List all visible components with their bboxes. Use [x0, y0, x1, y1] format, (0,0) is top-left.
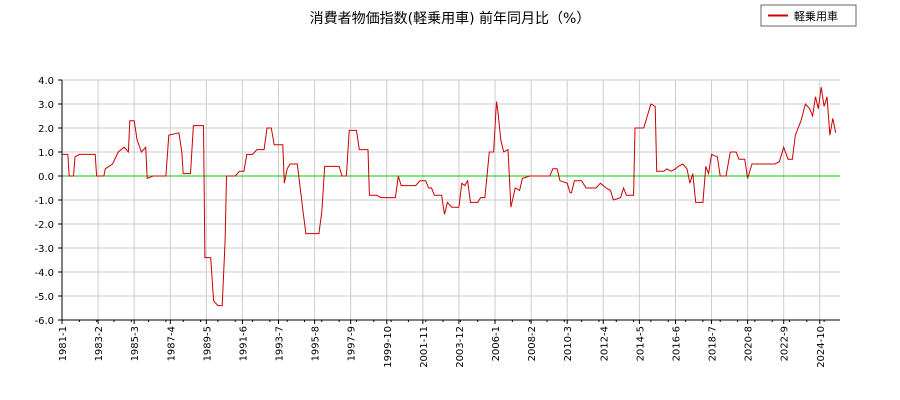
chart-title: 消費者物価指数(軽乗用車) 前年同月比（%）: [310, 10, 591, 27]
x-tick-label: 2003-12: [455, 326, 466, 368]
x-tick-label: 2018-7: [708, 326, 719, 361]
series-line-0: [62, 87, 837, 307]
y-tick-label: -2.0: [34, 220, 54, 231]
legend-box: [760, 4, 857, 27]
legend-label: 軽乗用車: [794, 9, 838, 23]
x-tick-label: 1981-1: [58, 326, 69, 361]
y-tick-label: -1.0: [34, 196, 54, 207]
x-tick-label: 1999-10: [383, 326, 394, 368]
series-group: [62, 87, 837, 307]
y-tick-label: 1.0: [38, 148, 54, 159]
x-tick-label: 1991-6: [238, 326, 249, 361]
grid: [61, 79, 840, 321]
x-tick-label: 1995-8: [311, 326, 322, 361]
x-tick-label: 2014-5: [635, 326, 646, 361]
y-tick-label: 4.0: [38, 76, 54, 87]
y-tick-label: 3.0: [38, 100, 54, 111]
legend[interactable]: 軽乗用車: [760, 4, 857, 27]
x-tick-label: 2006-1: [491, 326, 502, 361]
x-tick-label: 1997-9: [347, 326, 358, 361]
y-tick-label: -4.0: [34, 268, 54, 279]
x-tick-label: 1987-4: [166, 326, 177, 361]
y-tick-label: -6.0: [34, 316, 54, 327]
x-tick-label: 2016-6: [671, 326, 682, 361]
x-tick-label: 2012-4: [599, 326, 610, 361]
x-tick-label: 2001-11: [419, 326, 430, 368]
x-tick-label: 1985-3: [130, 326, 141, 361]
y-tick-label: 0.0: [38, 172, 54, 183]
x-tick-label: 1989-5: [202, 326, 213, 361]
x-tick-label: 2022-9: [780, 326, 791, 361]
y-axis-ticks: 4.0 3.0 2.0 1.0 0.0 -1.0 -2.0 -3.0 -4.0 -5.0 -6.0: [34, 76, 62, 327]
x-tick-label: 2024-10: [816, 326, 827, 368]
x-tick-label: 2020-8: [744, 326, 755, 361]
x-axis-ticks: 1981-1 1983-2 1985-3 1987-4 1989-5 1991-6 1993…: [58, 320, 827, 368]
y-tick-label: 2.0: [38, 124, 54, 135]
x-tick-label: 2010-3: [563, 326, 574, 361]
x-tick-label: 1983-2: [94, 326, 105, 361]
y-tick-label: -5.0: [34, 292, 54, 303]
x-tick-label: 2008-2: [527, 326, 538, 361]
y-tick-label: -3.0: [34, 244, 54, 255]
x-tick-label: 1993-7: [275, 326, 286, 361]
